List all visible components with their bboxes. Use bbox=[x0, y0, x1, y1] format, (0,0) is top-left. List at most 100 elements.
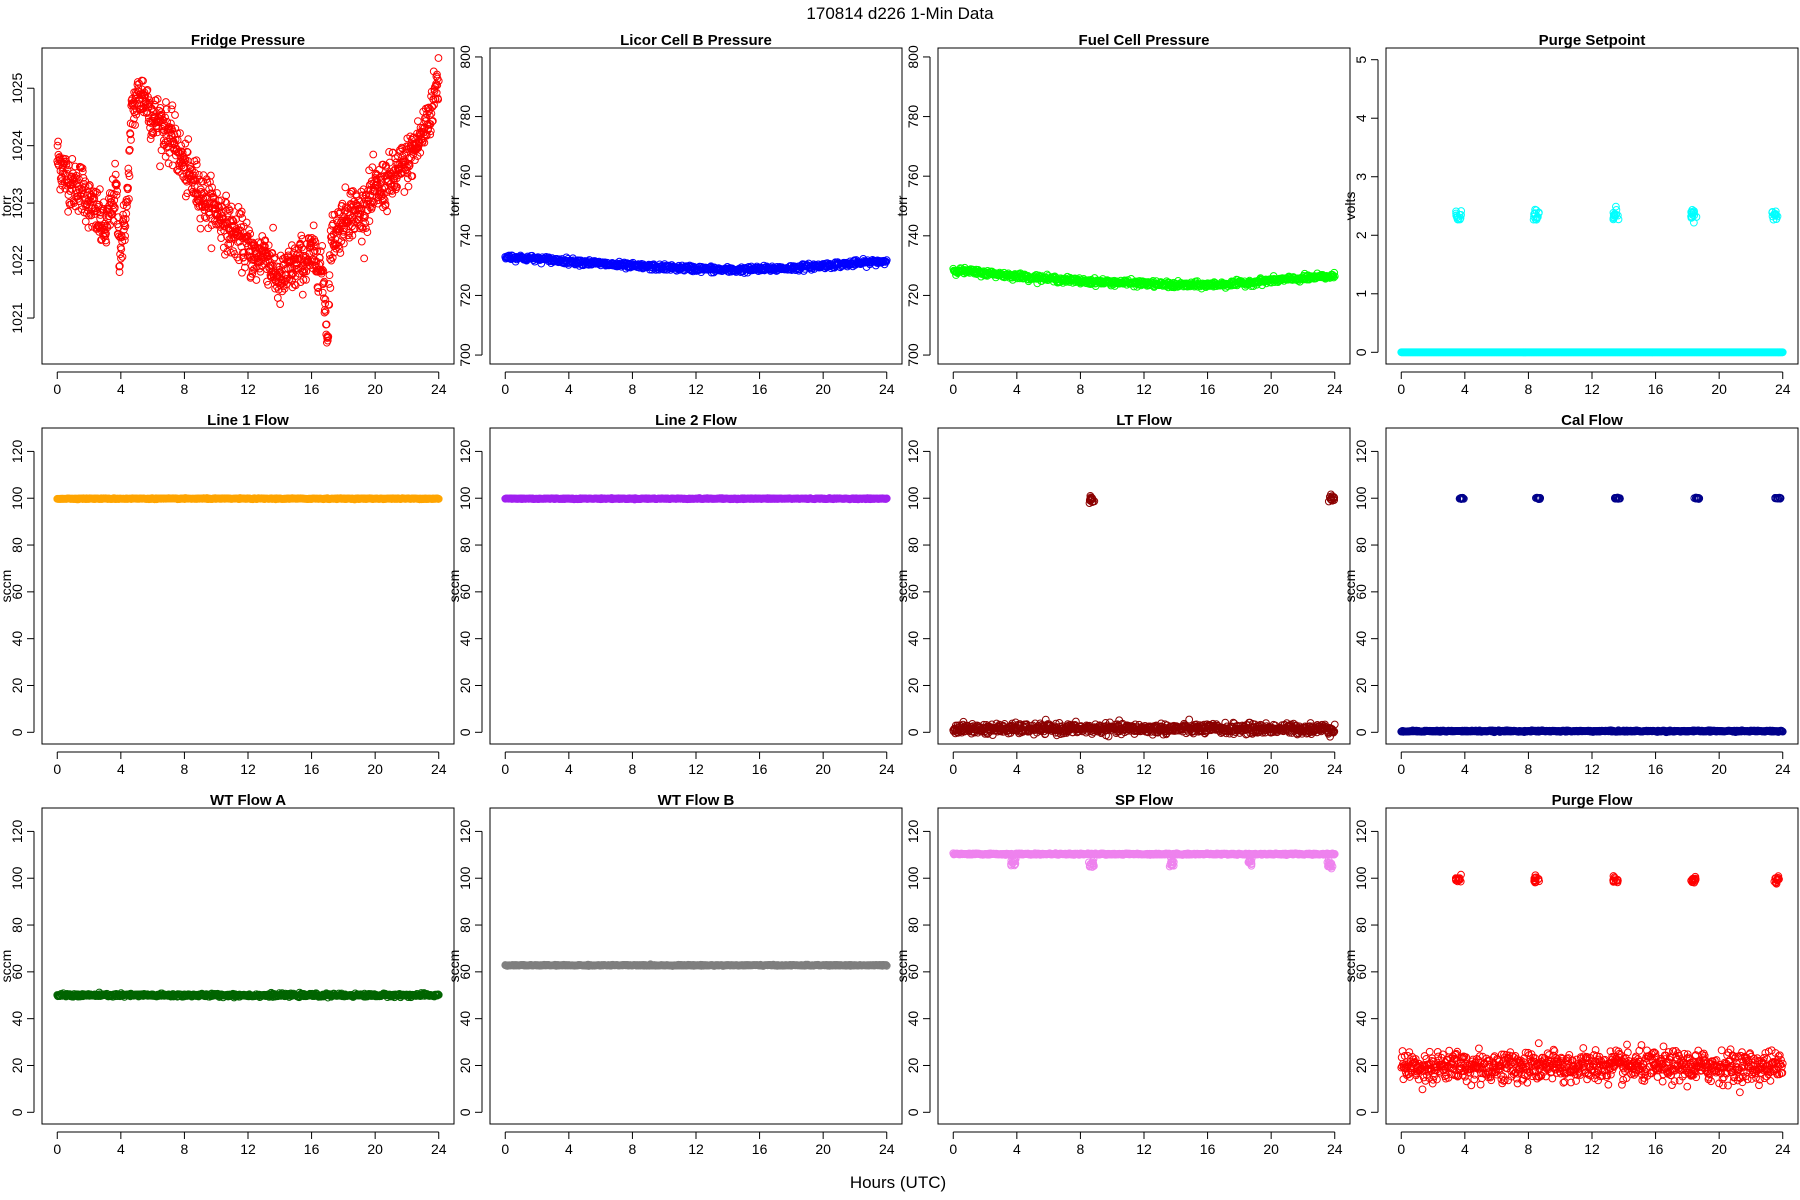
y-axis-label: sccm bbox=[446, 570, 462, 603]
data-point bbox=[270, 254, 278, 263]
data-point bbox=[133, 78, 142, 86]
data-point bbox=[226, 248, 235, 257]
data-point bbox=[318, 242, 327, 250]
data-point bbox=[176, 129, 184, 138]
data-point bbox=[334, 241, 343, 250]
data-point bbox=[217, 234, 226, 242]
data-point bbox=[325, 301, 334, 309]
x-axis: 0 4 8 12 16 20 24 bbox=[1397, 371, 1791, 397]
x-tick-label: 20 bbox=[815, 381, 831, 397]
y-tick-label: 760 bbox=[457, 164, 473, 188]
y-tick-label: 80 bbox=[9, 537, 25, 553]
data-point bbox=[314, 284, 322, 293]
x-tick-label: 0 bbox=[949, 381, 957, 397]
data-point bbox=[81, 182, 90, 191]
data-point bbox=[325, 280, 333, 288]
y-tick-label: 60 bbox=[457, 584, 473, 600]
y-tick-label: 700 bbox=[457, 343, 473, 367]
data-point bbox=[148, 128, 157, 137]
y-tick-label: 1023 bbox=[9, 187, 25, 218]
data-point bbox=[341, 183, 350, 192]
data-point bbox=[413, 117, 422, 125]
data-point bbox=[420, 138, 429, 147]
figure-title: 170814 d226 1-Min Data bbox=[806, 4, 994, 23]
x-tick-label: 8 bbox=[181, 761, 189, 777]
y-tick-label: 720 bbox=[905, 284, 921, 308]
data-point bbox=[78, 164, 87, 173]
data-point bbox=[103, 223, 112, 232]
data-point bbox=[207, 244, 216, 253]
data-point bbox=[238, 268, 246, 277]
data-point bbox=[77, 184, 86, 193]
x-tick-label: 24 bbox=[1775, 381, 1791, 397]
y-axis-label: torr bbox=[446, 195, 462, 216]
data-point bbox=[145, 96, 154, 105]
data-point bbox=[321, 299, 329, 308]
data-point bbox=[428, 117, 437, 126]
data-point bbox=[361, 219, 370, 228]
y-tick-label: 1025 bbox=[9, 72, 25, 103]
x-tick-label: 12 bbox=[240, 761, 256, 777]
data-point bbox=[1071, 717, 1080, 726]
x-tick-label: 0 bbox=[53, 761, 61, 777]
data-point bbox=[161, 113, 169, 122]
data-point bbox=[167, 119, 175, 128]
data-point bbox=[424, 124, 433, 133]
y-tick-label: 780 bbox=[905, 105, 921, 129]
y-tick-label: 800 bbox=[905, 45, 921, 69]
data-point bbox=[64, 207, 73, 216]
data-point bbox=[242, 218, 251, 227]
data-point bbox=[320, 277, 329, 286]
x-tick-label: 8 bbox=[181, 381, 189, 397]
data-point bbox=[119, 210, 127, 219]
y-tick-label: 20 bbox=[9, 677, 25, 693]
data-point bbox=[434, 95, 443, 104]
y-tick-label: 120 bbox=[9, 440, 25, 464]
data-point bbox=[84, 223, 93, 232]
y-tick-label: 1021 bbox=[9, 302, 25, 333]
panel-title: Fridge Pressure bbox=[191, 32, 305, 49]
data-point bbox=[223, 247, 232, 256]
data-point bbox=[114, 213, 123, 222]
data-point bbox=[320, 306, 329, 314]
data-point bbox=[416, 148, 425, 157]
y-axis-label: sccm bbox=[0, 570, 14, 603]
data-points bbox=[949, 490, 1339, 741]
x-tick-label: 20 bbox=[1711, 381, 1727, 397]
data-point bbox=[118, 252, 127, 261]
data-point bbox=[276, 300, 285, 308]
data-point bbox=[263, 277, 271, 286]
data-point bbox=[1452, 207, 1460, 216]
y-tick-label: 800 bbox=[457, 45, 473, 69]
data-point bbox=[240, 257, 249, 266]
data-point bbox=[1534, 208, 1543, 217]
data-point bbox=[293, 259, 302, 268]
data-point bbox=[85, 181, 94, 190]
data-point bbox=[241, 263, 249, 272]
x-tick-label: 0 bbox=[501, 381, 509, 397]
plot-frame bbox=[937, 47, 1351, 365]
x-tick-label: 0 bbox=[501, 761, 509, 777]
data-point bbox=[252, 276, 261, 284]
x-tick-label: 24 bbox=[1327, 381, 1343, 397]
data-point bbox=[56, 185, 65, 194]
data-point bbox=[324, 332, 333, 341]
y-tick-label: 0 bbox=[457, 728, 473, 736]
x-tick-label: 20 bbox=[367, 381, 383, 397]
plot-frame bbox=[489, 47, 903, 365]
data-point bbox=[110, 203, 119, 212]
data-point bbox=[1457, 207, 1466, 215]
data-point bbox=[1778, 348, 1787, 357]
data-point bbox=[383, 207, 391, 216]
data-point bbox=[385, 148, 394, 156]
data-point bbox=[381, 200, 390, 209]
data-point bbox=[112, 179, 120, 188]
x-tick-label: 4 bbox=[1461, 381, 1469, 397]
data-point bbox=[125, 172, 134, 181]
